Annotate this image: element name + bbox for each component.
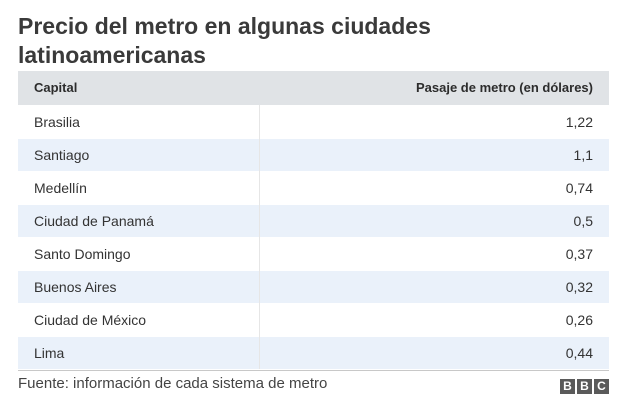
bbc-logo-letter: C [594,379,609,394]
column-header-capital: Capital [34,80,78,96]
capital-cell: Buenos Aires [18,269,260,303]
price-cell: 1,22 [259,104,609,138]
price-table: Capital Pasaje de metro (en dólares) Bra… [18,71,609,369]
price-cell: 0,5 [259,203,609,237]
capital-cell: Medellín [18,170,260,204]
price-cell: 0,37 [259,236,609,270]
column-header-price: Pasaje de metro (en dólares) [415,80,593,96]
price-cell: 0,26 [259,302,609,336]
capital-cell: Santo Domingo [18,236,260,270]
table-row: Santiago 1,1 [18,137,609,171]
table-row: Santo Domingo 0,37 [18,236,609,270]
footer-divider [18,370,609,371]
capital-cell: Ciudad de México [18,302,260,336]
bbc-logo: B B C [560,379,609,394]
table-header-row: Capital Pasaje de metro (en dólares) [18,71,609,105]
price-cell: 0,74 [259,170,609,204]
bbc-logo-letter: B [577,379,592,394]
price-cell: 0,32 [259,269,609,303]
capital-cell: Lima [18,335,260,369]
table-row: Medellín 0,74 [18,170,609,204]
capital-cell: Santiago [18,137,260,171]
source-note: Fuente: información de cada sistema de m… [18,375,328,392]
table-row: Lima 0,44 [18,335,609,369]
table-row: Ciudad de Panamá 0,5 [18,203,609,237]
table-row: Buenos Aires 0,32 [18,269,609,303]
price-cell: 1,1 [259,137,609,171]
chart-title: Precio del metro en algunas ciudades lat… [18,13,431,68]
table-row: Ciudad de México 0,26 [18,302,609,336]
price-cell: 0,44 [259,335,609,369]
capital-cell: Ciudad de Panamá [18,203,260,237]
bbc-logo-letter: B [560,379,575,394]
table-row: Brasilia 1,22 [18,104,609,138]
capital-cell: Brasilia [18,104,260,138]
